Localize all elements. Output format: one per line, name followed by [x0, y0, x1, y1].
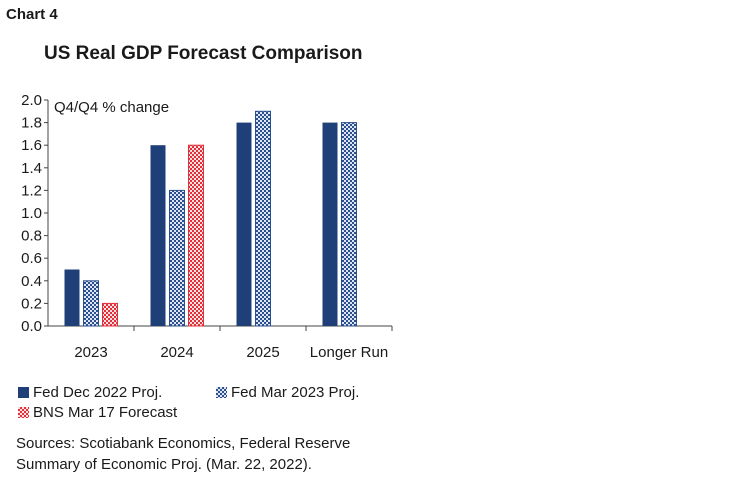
legend-swatch-checker-red-icon	[18, 407, 29, 418]
bar-fed-mar-2023-proj-2024	[169, 189, 185, 327]
bar-fed-dec-2022-proj-2025	[236, 122, 252, 326]
x-tick-label: Longer Run	[310, 344, 388, 361]
x-tick-label: 2023	[74, 344, 107, 361]
chart-number-label: Chart 4	[6, 6, 58, 23]
chart-title: US Real GDP Forecast Comparison	[44, 43, 363, 64]
y-tick-label: 1.8	[21, 115, 42, 132]
bar-fed-dec-2022-proj-2024	[150, 145, 166, 326]
legend-item-bns: BNS Mar 17 Forecast	[18, 404, 177, 421]
y-tick-label: 1.0	[21, 205, 42, 222]
y-tick-label: 0.8	[21, 228, 42, 245]
sources-line-1: Sources: Scotiabank Economics, Federal R…	[16, 435, 351, 452]
legend-label: BNS Mar 17 Forecast	[33, 404, 178, 421]
legend-swatch-solid-icon	[18, 387, 29, 398]
x-tick-label: 2025	[246, 344, 279, 361]
bar-fed-dec-2022-proj-2023	[64, 269, 80, 326]
bar-fed-mar-2023-proj-longer-run	[341, 122, 357, 327]
y-tick-label: 1.4	[21, 160, 42, 177]
legend-label: Fed Dec 2022 Proj.	[33, 384, 163, 401]
bar-fed-mar-2023-proj-2023	[83, 280, 99, 327]
legend-item-fed-mar: Fed Mar 2023 Proj.	[216, 384, 359, 401]
y-tick-label: 0.6	[21, 250, 42, 267]
y-tick-label: 1.2	[21, 182, 42, 199]
sources-note: Sources: Scotiabank Economics, Federal R…	[16, 433, 350, 475]
bar-bns-mar-17-forecast-2023	[102, 302, 118, 327]
y-tick-label: 0.2	[21, 295, 42, 312]
legend-swatch-checker-blue-icon	[216, 387, 227, 398]
y-tick-label: 1.6	[21, 137, 42, 154]
bar-fed-mar-2023-proj-2025	[255, 110, 271, 327]
y-tick-label: 2.0	[21, 92, 42, 109]
bar-bns-mar-17-forecast-2024	[188, 144, 204, 327]
y-tick-label: 0.4	[21, 273, 42, 290]
x-tick-label: 2024	[160, 344, 193, 361]
sources-line-2: Summary of Economic Proj. (Mar. 22, 2022…	[16, 456, 312, 473]
legend-item-fed-dec: Fed Dec 2022 Proj.	[18, 384, 162, 401]
y-tick-label: 0.0	[21, 318, 42, 335]
legend-label: Fed Mar 2023 Proj.	[231, 384, 360, 401]
y-axis-label: Q4/Q4 % change	[54, 99, 169, 116]
bar-fed-dec-2022-proj-longer-run	[322, 122, 338, 326]
bar-series-group	[64, 110, 357, 327]
